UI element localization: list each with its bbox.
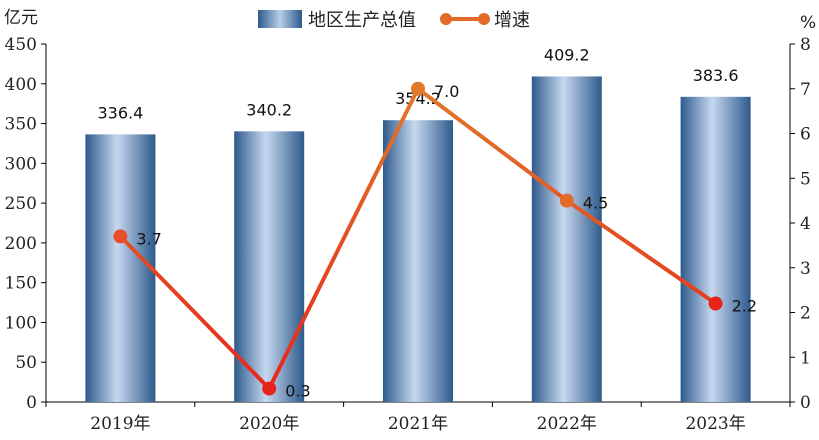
y-left-tick-label: 300 (5, 154, 37, 174)
x-tick-label: 2020年 (239, 414, 299, 434)
y-left-tick-label: 150 (5, 274, 37, 294)
legend-line-marker-right (478, 13, 490, 25)
y-left-tick-label: 400 (5, 75, 37, 95)
growth-value-label: 0.3 (285, 382, 310, 401)
growth-value-labels: 3.7 0.3 7.0 4.5 2.2 (136, 82, 757, 401)
bar-value-label: 354.2 (395, 89, 441, 108)
legend-line-label: 增速 (494, 10, 530, 31)
bar (383, 120, 453, 402)
x-tick-label: 2021年 (388, 414, 448, 434)
y-right-tick-label: 4 (800, 214, 811, 234)
y-left-unit: 亿元 (4, 8, 38, 28)
y-right-tick-label: 0 (800, 393, 811, 413)
bar-value-labels: 336.4 340.2 354.2 409.2 383.6 (97, 45, 738, 122)
y-left-tick-label: 50 (15, 353, 37, 373)
growth-value-label: 2.2 (732, 297, 757, 316)
bars (85, 76, 751, 403)
legend-bar-swatch (258, 10, 302, 28)
x-axis-labels: 2019年 2020年 2021年 2022年 2023年 (90, 414, 745, 434)
axes: 0 50 100 150 200 250 300 350 400 450 0 1 2 3 4 5 6 7 8 (5, 35, 811, 413)
y-right-tick-label: 2 (800, 304, 811, 324)
y-right-tick-label: 7 (800, 80, 811, 100)
legend: 地区生产总值 增速 (258, 10, 530, 31)
growth-value-label: 3.7 (136, 229, 161, 248)
y-right-tick-label: 8 (800, 35, 811, 55)
bar-value-label: 336.4 (97, 103, 143, 122)
bar (85, 134, 156, 402)
legend-bar-label: 地区生产总值 (308, 10, 416, 31)
growth-point (262, 381, 277, 396)
y-left-tick-label: 0 (26, 393, 37, 413)
growth-point (411, 81, 425, 96)
y-left-tick-label: 200 (5, 234, 37, 254)
bar (680, 96, 751, 402)
bar (234, 131, 305, 403)
y-right-unit: % (800, 13, 816, 33)
y-left-tick-label: 450 (5, 35, 37, 55)
growth-value-label: 7.0 (434, 82, 459, 101)
growth-point (559, 193, 574, 208)
x-tick-label: 2023年 (685, 414, 745, 434)
growth-line (113, 81, 723, 396)
growth-value-label: 4.5 (583, 194, 608, 213)
bar-value-label: 409.2 (544, 45, 590, 64)
bar-value-label: 383.6 (693, 66, 739, 85)
x-tick-label: 2022年 (537, 414, 597, 434)
y-left-tick-label: 250 (5, 194, 37, 214)
bar (531, 76, 602, 402)
y-right-tick-label: 5 (800, 169, 811, 189)
y-left-tick-label: 350 (5, 115, 37, 135)
growth-point (113, 229, 128, 244)
legend-line-marker-left (440, 13, 452, 25)
x-tick-label: 2019年 (90, 414, 150, 434)
growth-point (708, 296, 723, 311)
y-right-tick-label: 6 (800, 125, 811, 145)
y-left-tick-label: 100 (5, 313, 37, 333)
y-right-tick-label: 3 (800, 259, 811, 279)
y-right-tick-label: 1 (800, 348, 811, 368)
bar-value-label: 340.2 (246, 100, 292, 119)
